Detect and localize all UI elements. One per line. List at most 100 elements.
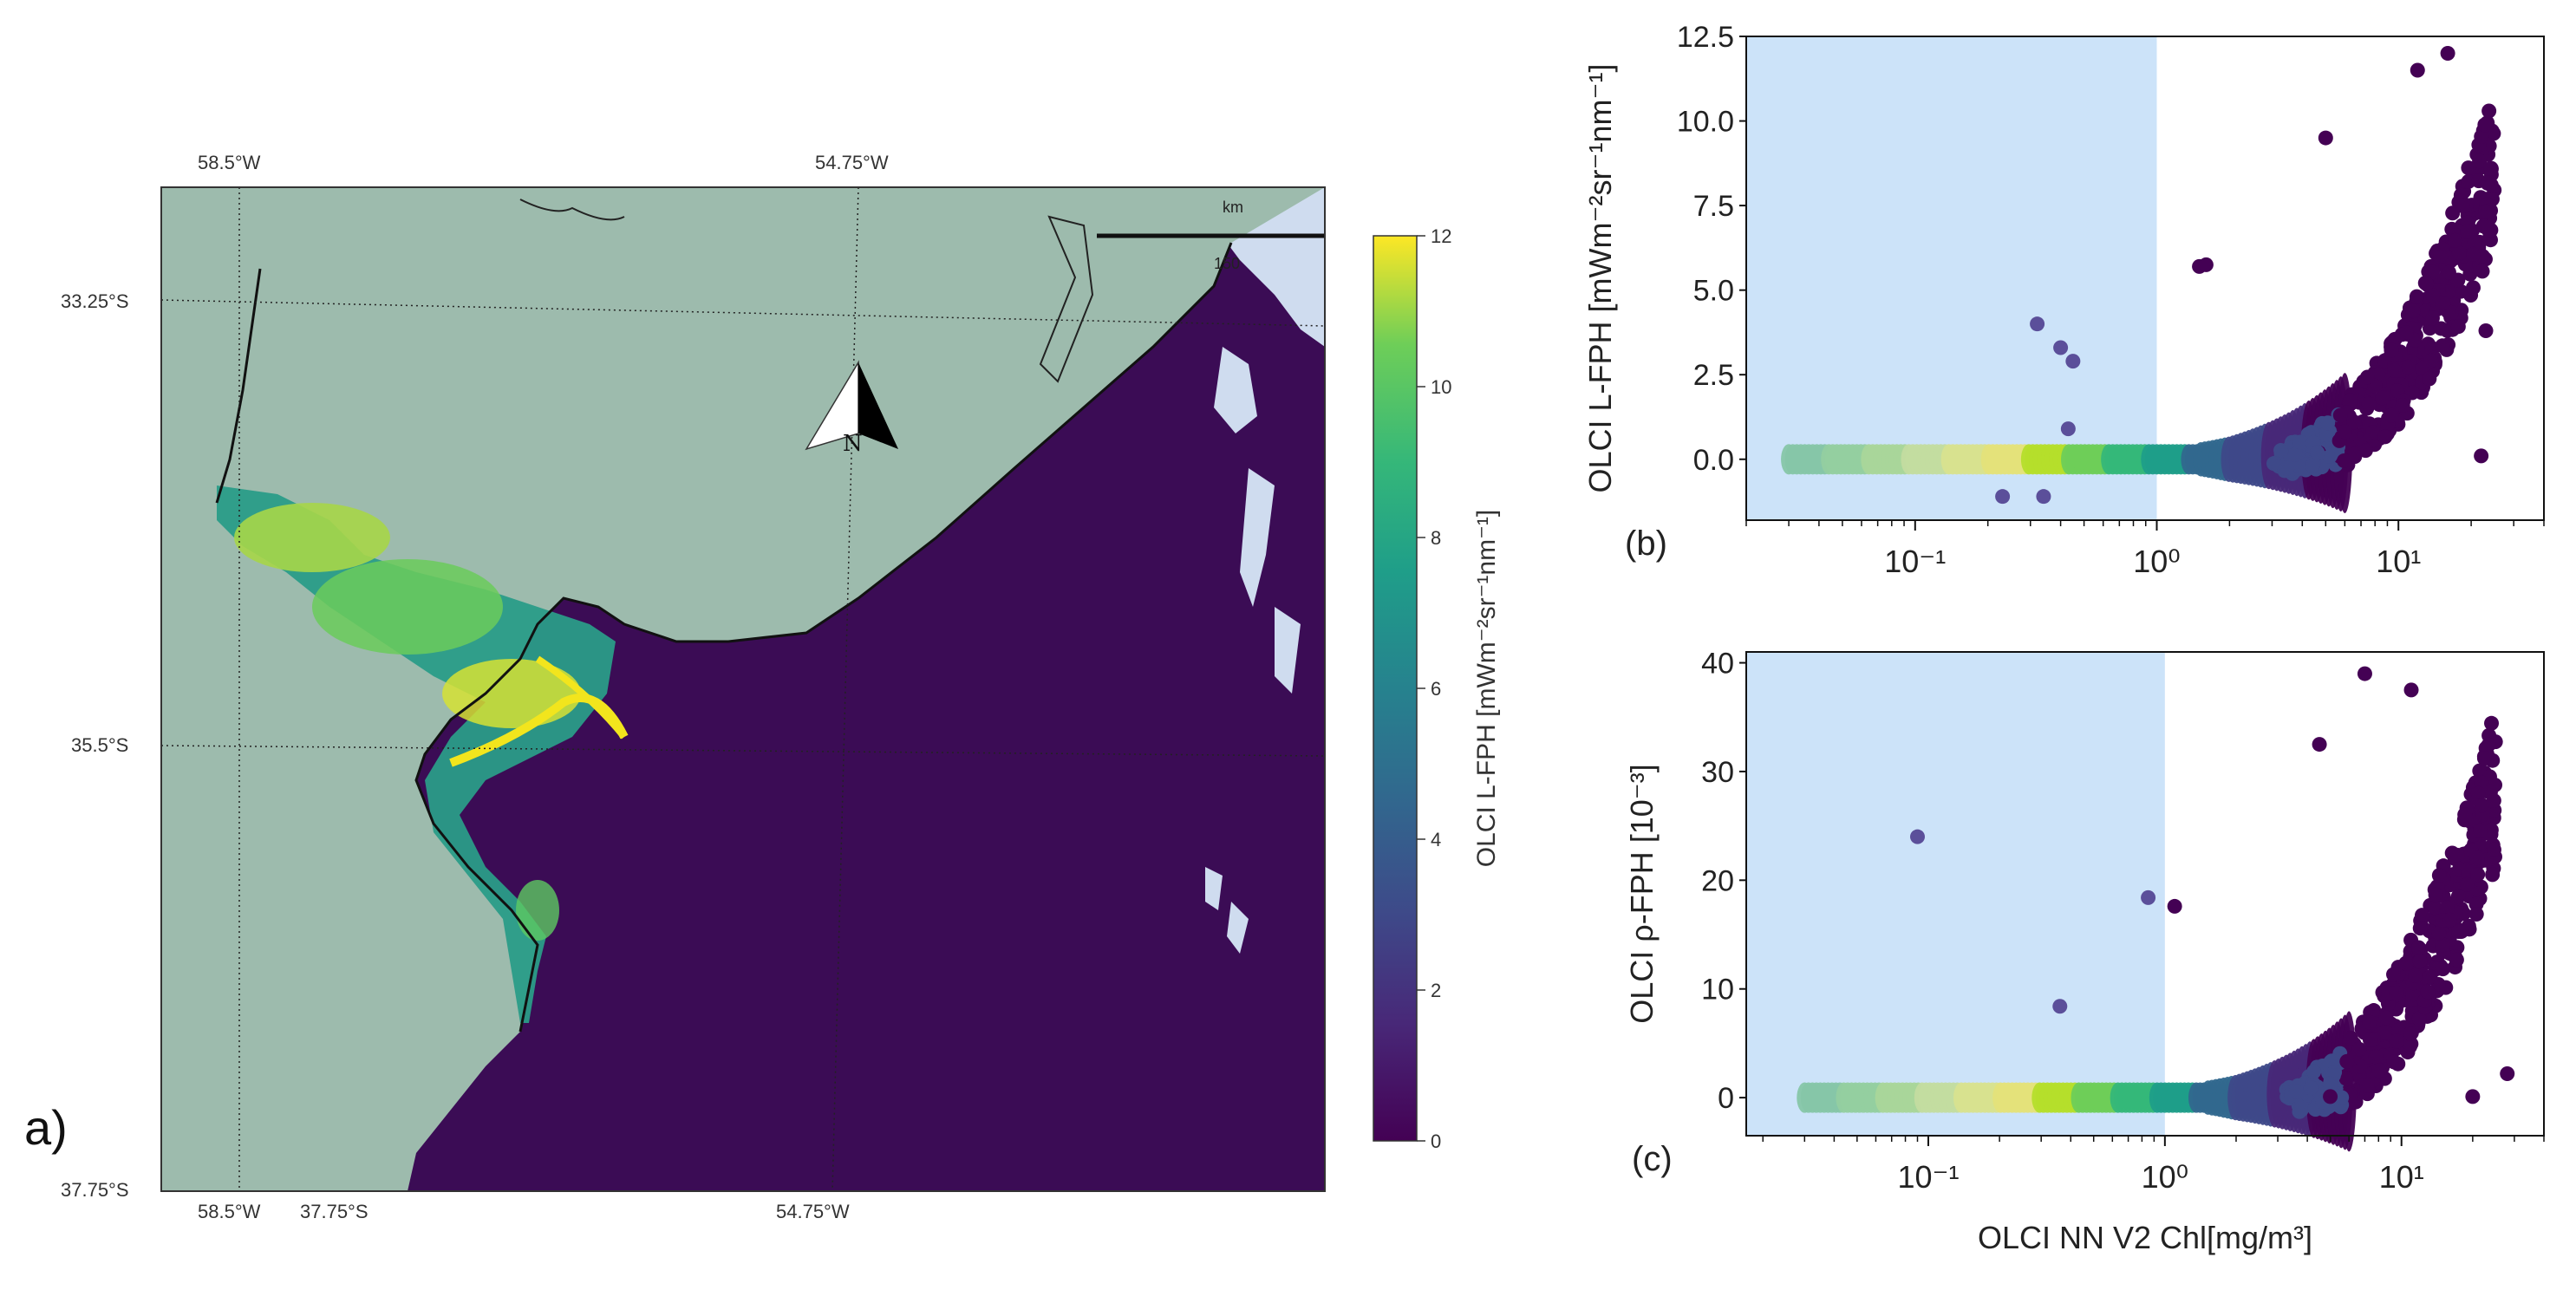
y-tick-label: 0.0 — [1693, 444, 1734, 477]
scatter-point — [2384, 407, 2399, 423]
scatter-point — [2332, 407, 2348, 423]
scatter-point — [2475, 218, 2491, 234]
scatter-point — [2365, 425, 2381, 440]
estuary-plume — [217, 485, 616, 1023]
scatter-point — [2483, 160, 2499, 176]
scatter-point — [2359, 369, 2375, 385]
scatter-point — [2436, 296, 2451, 311]
scatter-point — [2473, 823, 2488, 838]
outlier-point — [2474, 448, 2489, 464]
scatter-point — [2451, 245, 2467, 261]
scatter-point — [2405, 987, 2421, 1002]
scatter-point — [2409, 289, 2424, 304]
scatter-point — [2484, 715, 2500, 731]
scatter-point — [2425, 264, 2441, 280]
scatter-point — [2449, 952, 2464, 968]
scatter-point — [2303, 1080, 2318, 1096]
outlier-point — [2410, 62, 2425, 78]
scatter-point — [2386, 967, 2402, 982]
scatter-point — [2472, 153, 2488, 169]
scatter-point — [2412, 953, 2428, 968]
scatter-point — [2411, 1011, 2427, 1026]
graticule — [161, 187, 1325, 1191]
scatter-point — [2386, 1054, 2402, 1070]
outlier-point — [2030, 316, 2045, 332]
y-tick-label: 40 — [1701, 648, 1734, 681]
shaded-region-b — [1746, 36, 2157, 520]
scatter-point — [2428, 887, 2443, 902]
right-lat-label-1: 33.2 — [1334, 322, 1371, 344]
axes-frame-b — [1745, 36, 2545, 521]
outlier-point — [1995, 489, 2011, 505]
scatter-point — [2460, 224, 2475, 239]
scatter-point — [2410, 940, 2426, 955]
scatter-point — [2362, 1032, 2377, 1047]
scatter-point — [2475, 798, 2490, 813]
scatter-point — [2402, 1039, 2417, 1054]
scatter-point — [2455, 198, 2470, 213]
scatter-point — [2422, 371, 2437, 387]
scatter-point — [2337, 424, 2352, 440]
x-tick-label: 10¹ — [2379, 1159, 2424, 1195]
scatter-point — [2390, 1022, 2406, 1038]
scatter-point — [2423, 969, 2438, 985]
scatter-point — [2469, 850, 2485, 866]
svg-text:km: km — [1223, 199, 1243, 216]
scatter-point — [2436, 937, 2451, 953]
scatter-point — [2292, 434, 2308, 450]
scatter-point — [2441, 264, 2456, 280]
outlier-point — [2465, 1089, 2481, 1104]
scatter-point — [2453, 283, 2468, 299]
scatter-point — [2486, 792, 2501, 808]
y-tick-label: 2.5 — [1693, 359, 1734, 392]
scatter-point — [2320, 415, 2336, 431]
scatter-point — [2338, 1071, 2354, 1086]
y-tick-label: 5.0 — [1693, 275, 1734, 308]
outlier-point — [2052, 999, 2068, 1014]
scatter-panel-b: 0.0 2.5 5.0 7.5 10.0 12.5 10⁻¹ 10⁰ 10¹ OLCI L-F… — [1582, 21, 2545, 579]
scatter-point — [2398, 955, 2414, 971]
scatter-point — [2273, 443, 2289, 459]
scatter-point — [2415, 908, 2430, 923]
scatter-point — [2337, 453, 2352, 468]
svg-text:N: N — [843, 431, 863, 457]
outlier-point — [2312, 737, 2327, 752]
scatter-point — [2439, 900, 2455, 915]
x-tick-label: 10⁰ — [2133, 544, 2180, 579]
scatter-point — [2476, 751, 2492, 766]
scatter-point — [2310, 445, 2325, 460]
outlier-point — [2036, 489, 2051, 505]
outlier-point — [1909, 829, 1925, 844]
scatter-point — [2377, 1025, 2393, 1040]
scatter-point — [2427, 900, 2442, 915]
scatter-point — [2435, 338, 2450, 354]
scatter-point — [2377, 429, 2393, 445]
scatter-point — [2451, 923, 2467, 939]
scatter-point — [2423, 353, 2439, 368]
scatter-point — [2279, 460, 2295, 476]
y-tick-label: 30 — [1701, 756, 1734, 789]
scatter-point — [2468, 907, 2484, 922]
colorbar: 0 2 4 6 8 10 12 OLCI L-FPH [mWm⁻²sr⁻¹nm⁻¹] — [1373, 225, 1501, 1152]
north-arrow-icon: N — [805, 360, 898, 457]
y-axis-label-b: OLCI L-FPH [mWm⁻²sr⁻¹nm⁻¹] — [1582, 64, 1618, 493]
scatter-point — [2387, 362, 2403, 378]
scatter-point — [2351, 1041, 2367, 1057]
x-tick-label: 10⁰ — [2142, 1159, 2188, 1195]
bottom-lon-label-2: 54.75°W — [776, 1201, 850, 1222]
scatter-point — [2398, 325, 2414, 341]
scatter-point — [2450, 889, 2466, 904]
scatter-point — [2449, 847, 2465, 863]
scatter-point — [2358, 443, 2373, 459]
scatter-point — [2486, 842, 2501, 857]
x-tick-label: 10⁻¹ — [1897, 1159, 1959, 1195]
scatter-point — [2322, 448, 2338, 464]
scatter-point — [2467, 235, 2482, 251]
y-axis-label-c: OLCI ρ-FPH [10⁻³] — [1624, 764, 1660, 1024]
bottom-lon-label-1: 58.5°W — [198, 1201, 261, 1222]
outlier-point — [2167, 898, 2182, 914]
colorbar-tick-label: 12 — [1431, 225, 1451, 247]
outlier-point — [2403, 682, 2419, 698]
cloud-mask — [1205, 187, 1325, 954]
outlier-point — [2500, 1066, 2515, 1082]
